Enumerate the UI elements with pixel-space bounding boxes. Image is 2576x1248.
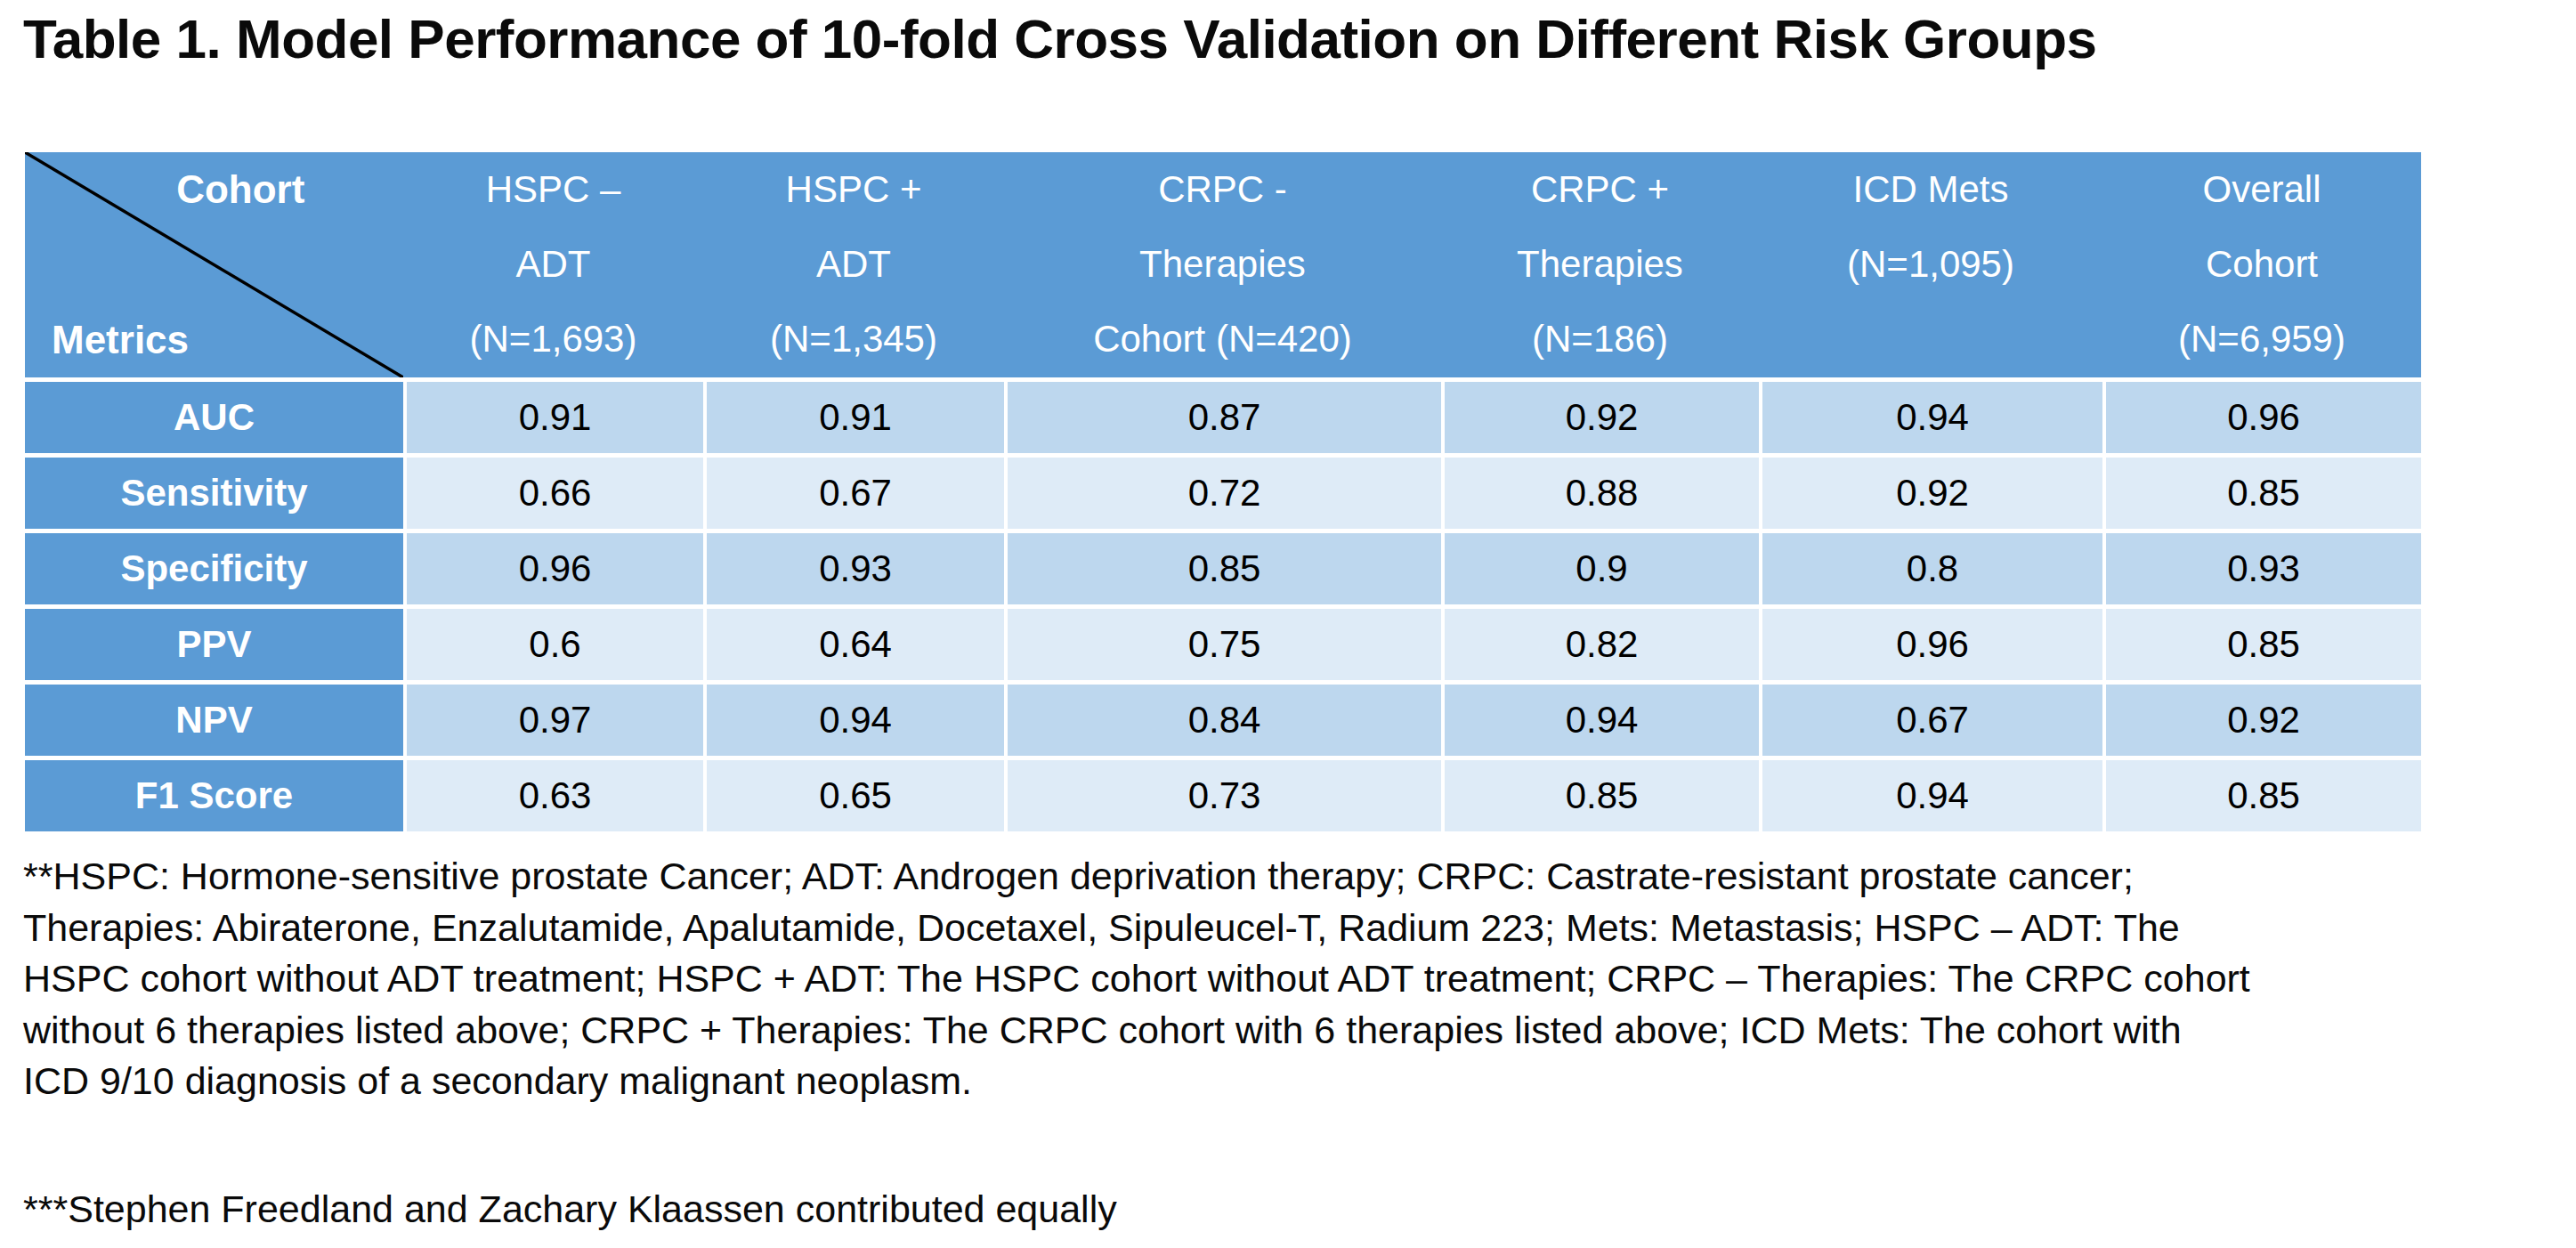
cell-value: 0.66: [403, 453, 703, 529]
cell-value: 0.82: [1441, 604, 1759, 680]
cell-value: 0.94: [703, 680, 1004, 756]
cell-value: 0.67: [703, 453, 1004, 529]
cell-value: 0.85: [1004, 529, 1441, 604]
column-header-icd-mets: ICD Mets (N=1,095): [1759, 152, 2102, 377]
metric-label: F1 Score: [25, 756, 403, 831]
table-header: Cohort Metrics HSPC – ADT (N=1,693) HSPC…: [25, 152, 2421, 377]
column-header-hspc-plus-adt: HSPC + ADT (N=1,345): [703, 152, 1004, 377]
cell-value: 0.72: [1004, 453, 1441, 529]
cell-value: 0.6: [403, 604, 703, 680]
table-row-npv: NPV 0.97 0.94 0.84 0.94 0.67 0.92: [25, 680, 2421, 756]
table-row-specificity: Specificity 0.96 0.93 0.85 0.9 0.8 0.93: [25, 529, 2421, 604]
cell-value: 0.94: [1759, 756, 2102, 831]
table-row-sensitivity: Sensitivity 0.66 0.67 0.72 0.88 0.92 0.8…: [25, 453, 2421, 529]
metric-label: Specificity: [25, 529, 403, 604]
table-title: Table 1. Model Performance of 10-fold Cr…: [23, 7, 2569, 70]
footnote-block: **HSPC: Hormone-sensitive prostate Cance…: [23, 851, 2560, 1107]
performance-table: Cohort Metrics HSPC – ADT (N=1,693) HSPC…: [25, 152, 2421, 831]
table-row-auc: AUC 0.91 0.91 0.87 0.92 0.94 0.96: [25, 377, 2421, 453]
cell-value: 0.96: [403, 529, 703, 604]
cell-value: 0.94: [1759, 377, 2102, 453]
metric-label: Sensitivity: [25, 453, 403, 529]
cell-value: 0.64: [703, 604, 1004, 680]
footnote-line: Therapies: Abiraterone, Enzalutamide, Ap…: [23, 903, 2560, 954]
page: Table 1. Model Performance of 10-fold Cr…: [0, 0, 2576, 1248]
cell-value: 0.85: [1441, 756, 1759, 831]
footnote-line: HSPC cohort without ADT treatment; HSPC …: [23, 953, 2560, 1005]
cell-value: 0.94: [1441, 680, 1759, 756]
cell-value: 0.93: [2102, 529, 2421, 604]
cell-value: 0.67: [1759, 680, 2102, 756]
metric-label: PPV: [25, 604, 403, 680]
metric-label: AUC: [25, 377, 403, 453]
cell-value: 0.92: [1441, 377, 1759, 453]
footnote-line: ICD 9/10 diagnosis of a secondary malign…: [23, 1056, 2560, 1107]
cell-value: 0.85: [2102, 604, 2421, 680]
cell-value: 0.97: [403, 680, 703, 756]
cell-value: 0.93: [703, 529, 1004, 604]
cell-value: 0.75: [1004, 604, 1441, 680]
cell-value: 0.92: [1759, 453, 2102, 529]
cell-value: 0.96: [2102, 377, 2421, 453]
cell-value: 0.87: [1004, 377, 1441, 453]
footnote-line: without 6 therapies listed above; CRPC +…: [23, 1005, 2560, 1057]
cell-value: 0.91: [703, 377, 1004, 453]
column-header-crpc-minus-therapies: CRPC - Therapies Cohort (N=420): [1004, 152, 1441, 377]
cell-value: 0.73: [1004, 756, 1441, 831]
cell-value: 0.8: [1759, 529, 2102, 604]
footnote-line: **HSPC: Hormone-sensitive prostate Cance…: [23, 851, 2560, 903]
cell-value: 0.65: [703, 756, 1004, 831]
cell-value: 0.63: [403, 756, 703, 831]
cell-value: 0.92: [2102, 680, 2421, 756]
column-header-overall-cohort: Overall Cohort (N=6,959): [2102, 152, 2421, 377]
cell-value: 0.88: [1441, 453, 1759, 529]
corner-label-metrics: Metrics: [52, 313, 189, 367]
metric-label: NPV: [25, 680, 403, 756]
column-header-hspc-minus-adt: HSPC – ADT (N=1,693): [403, 152, 703, 377]
cell-value: 0.85: [2102, 453, 2421, 529]
corner-header-cell: Cohort Metrics: [25, 152, 403, 377]
cell-value: 0.91: [403, 377, 703, 453]
table-row-f1-score: F1 Score 0.63 0.65 0.73 0.85 0.94 0.85: [25, 756, 2421, 831]
cell-value: 0.9: [1441, 529, 1759, 604]
cell-value: 0.96: [1759, 604, 2102, 680]
diagonal-split-cell: Cohort Metrics: [25, 152, 403, 377]
table-row-ppv: PPV 0.6 0.64 0.75 0.82 0.96 0.85: [25, 604, 2421, 680]
cell-value: 0.85: [2102, 756, 2421, 831]
cell-value: 0.84: [1004, 680, 1441, 756]
corner-label-cohort: Cohort: [176, 163, 304, 216]
column-header-crpc-plus-therapies: CRPC + Therapies (N=186): [1441, 152, 1759, 377]
contributors-note: ***Stephen Freedland and Zachary Klaasse…: [23, 1184, 2560, 1235]
